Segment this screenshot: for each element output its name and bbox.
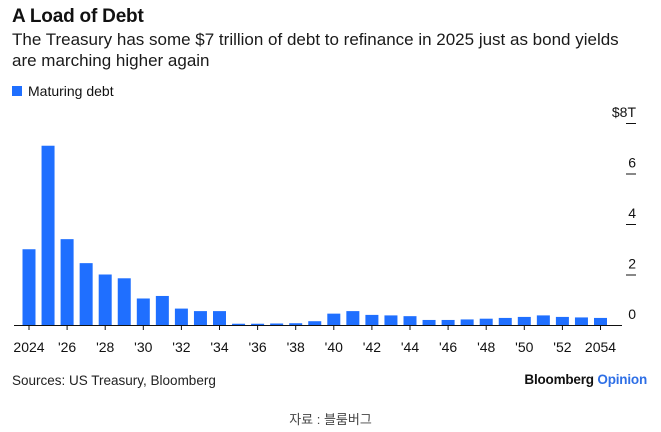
x-tick-label: '42	[363, 339, 381, 355]
bar-2046	[441, 319, 455, 325]
bar-2031	[155, 295, 169, 325]
bar-2054	[594, 317, 607, 325]
bar-2027	[79, 263, 93, 325]
y-tick-label: 2	[628, 256, 636, 272]
bar-2034	[213, 311, 226, 325]
brand-logo: Bloomberg Opinion	[524, 372, 647, 387]
bar-2035	[232, 323, 246, 325]
bar-2026	[60, 239, 74, 325]
bar-2043	[384, 315, 398, 325]
x-tick-label: '26	[58, 339, 76, 355]
x-tick-label: '36	[248, 339, 266, 355]
bar-2028	[98, 274, 112, 325]
x-tick-label: 2054	[585, 339, 616, 355]
bar-2033	[193, 311, 207, 325]
bar-2024	[22, 249, 36, 325]
bar-2051	[536, 315, 550, 325]
bar-2030	[136, 298, 150, 325]
x-tick-label: '40	[325, 339, 343, 355]
bar-2044	[403, 316, 417, 325]
legend-label: Maturing debt	[28, 83, 114, 99]
x-tick-label: '38	[287, 339, 305, 355]
x-tick-label: '30	[134, 339, 152, 355]
bar-2053	[574, 317, 588, 325]
bar-2037	[270, 323, 284, 325]
brand-name: Bloomberg	[524, 372, 594, 387]
brand-accent: Opinion	[597, 372, 647, 387]
bar-chart: 2024 '26 '28 '30 '32 '34 '36 '38 '40 '42 '44 '46 '48…	[13, 104, 637, 355]
legend: Maturing debt	[12, 83, 114, 99]
bar-2049	[498, 317, 512, 325]
bar-2039	[308, 321, 322, 325]
bar-2047	[460, 319, 474, 325]
bar-2048	[479, 318, 493, 325]
x-tick-label: '34	[210, 339, 228, 355]
bar-2045	[422, 319, 436, 325]
y-tick-label: 0	[628, 306, 636, 322]
bar-2042	[365, 314, 379, 325]
y-tick-label: 6	[628, 155, 636, 171]
bar-2052	[555, 316, 569, 325]
x-tick-label: '44	[401, 339, 419, 355]
bar-2038	[289, 323, 303, 325]
bar-2032	[174, 308, 188, 325]
x-tick-label: 2024	[13, 339, 44, 355]
x-tick-label: '28	[96, 339, 114, 355]
x-tick-label: '46	[439, 339, 457, 355]
bar-2050	[517, 316, 531, 325]
x-tick-label: '48	[477, 339, 495, 355]
chart-subtitle: The Treasury has some $7 trillion of deb…	[12, 30, 619, 70]
legend-swatch	[12, 86, 22, 96]
image-caption: 자료 : 블룸버그	[289, 412, 372, 427]
bar-2036	[251, 323, 265, 325]
y-tick-label: $8T	[612, 104, 637, 120]
chart-title: A Load of Debt	[12, 6, 144, 27]
bar-2025	[41, 145, 55, 325]
x-tick-label: '32	[172, 339, 190, 355]
bar-2041	[346, 311, 360, 325]
bar-2040	[327, 313, 341, 325]
source-note: Sources: US Treasury, Bloomberg	[12, 373, 216, 388]
y-tick-label: 4	[628, 205, 636, 221]
x-tick-label: '52	[553, 339, 571, 355]
bar-2029	[117, 278, 131, 325]
x-tick-label: '50	[515, 339, 533, 355]
